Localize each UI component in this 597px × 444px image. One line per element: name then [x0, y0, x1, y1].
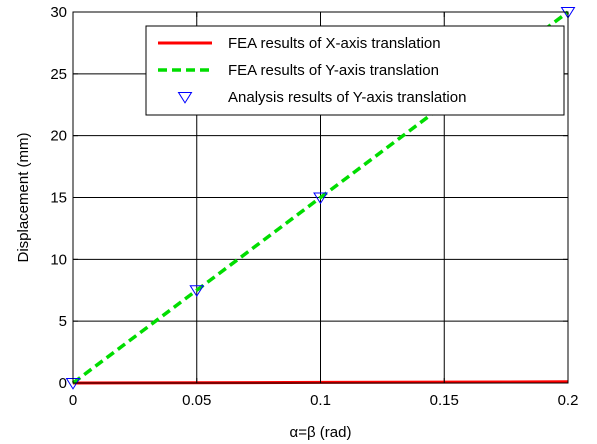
y-axis-label: Displacement (mm): [15, 132, 32, 262]
legend-entry: Analysis results of Y-axis translation: [228, 89, 466, 106]
x-tick-label: 0.2: [558, 392, 579, 409]
x-tick-label: 0.05: [182, 392, 211, 409]
legend: FEA results of X-axis translation FEA res…: [145, 25, 565, 116]
x-axis-label: α=β (rad): [290, 424, 352, 441]
y-tick-label: 20: [50, 128, 67, 145]
y-tick-label: 25: [50, 66, 67, 83]
y-translation-fea-line: [71, 10, 570, 385]
analysis-marker: [313, 192, 328, 205]
x-tick-label: 0.15: [430, 392, 459, 409]
legend-entry: FEA results of X-axis translation: [228, 35, 441, 52]
y-tick-label: 30: [50, 4, 67, 21]
legend-swatch: [177, 91, 193, 104]
axis-labels: α=β (rad) Displacement (mm): [15, 132, 351, 441]
legend-entry: FEA results of Y-axis translation: [228, 62, 439, 79]
y-tick-label: 15: [50, 190, 67, 207]
y-tick-label: 10: [50, 251, 67, 268]
y-tick-label: 0: [59, 375, 67, 392]
ticks: 0 0.05 0.1 0.15 0.2 0 5 10 15 20 25 30: [50, 4, 578, 409]
analysis-marker: [189, 285, 205, 298]
y-tick-label: 5: [59, 313, 67, 330]
legend-box: [145, 25, 565, 116]
x-tick-label: 0: [69, 392, 77, 409]
x-tick-label: 0.1: [310, 392, 331, 409]
analysis-marker: [560, 6, 576, 19]
